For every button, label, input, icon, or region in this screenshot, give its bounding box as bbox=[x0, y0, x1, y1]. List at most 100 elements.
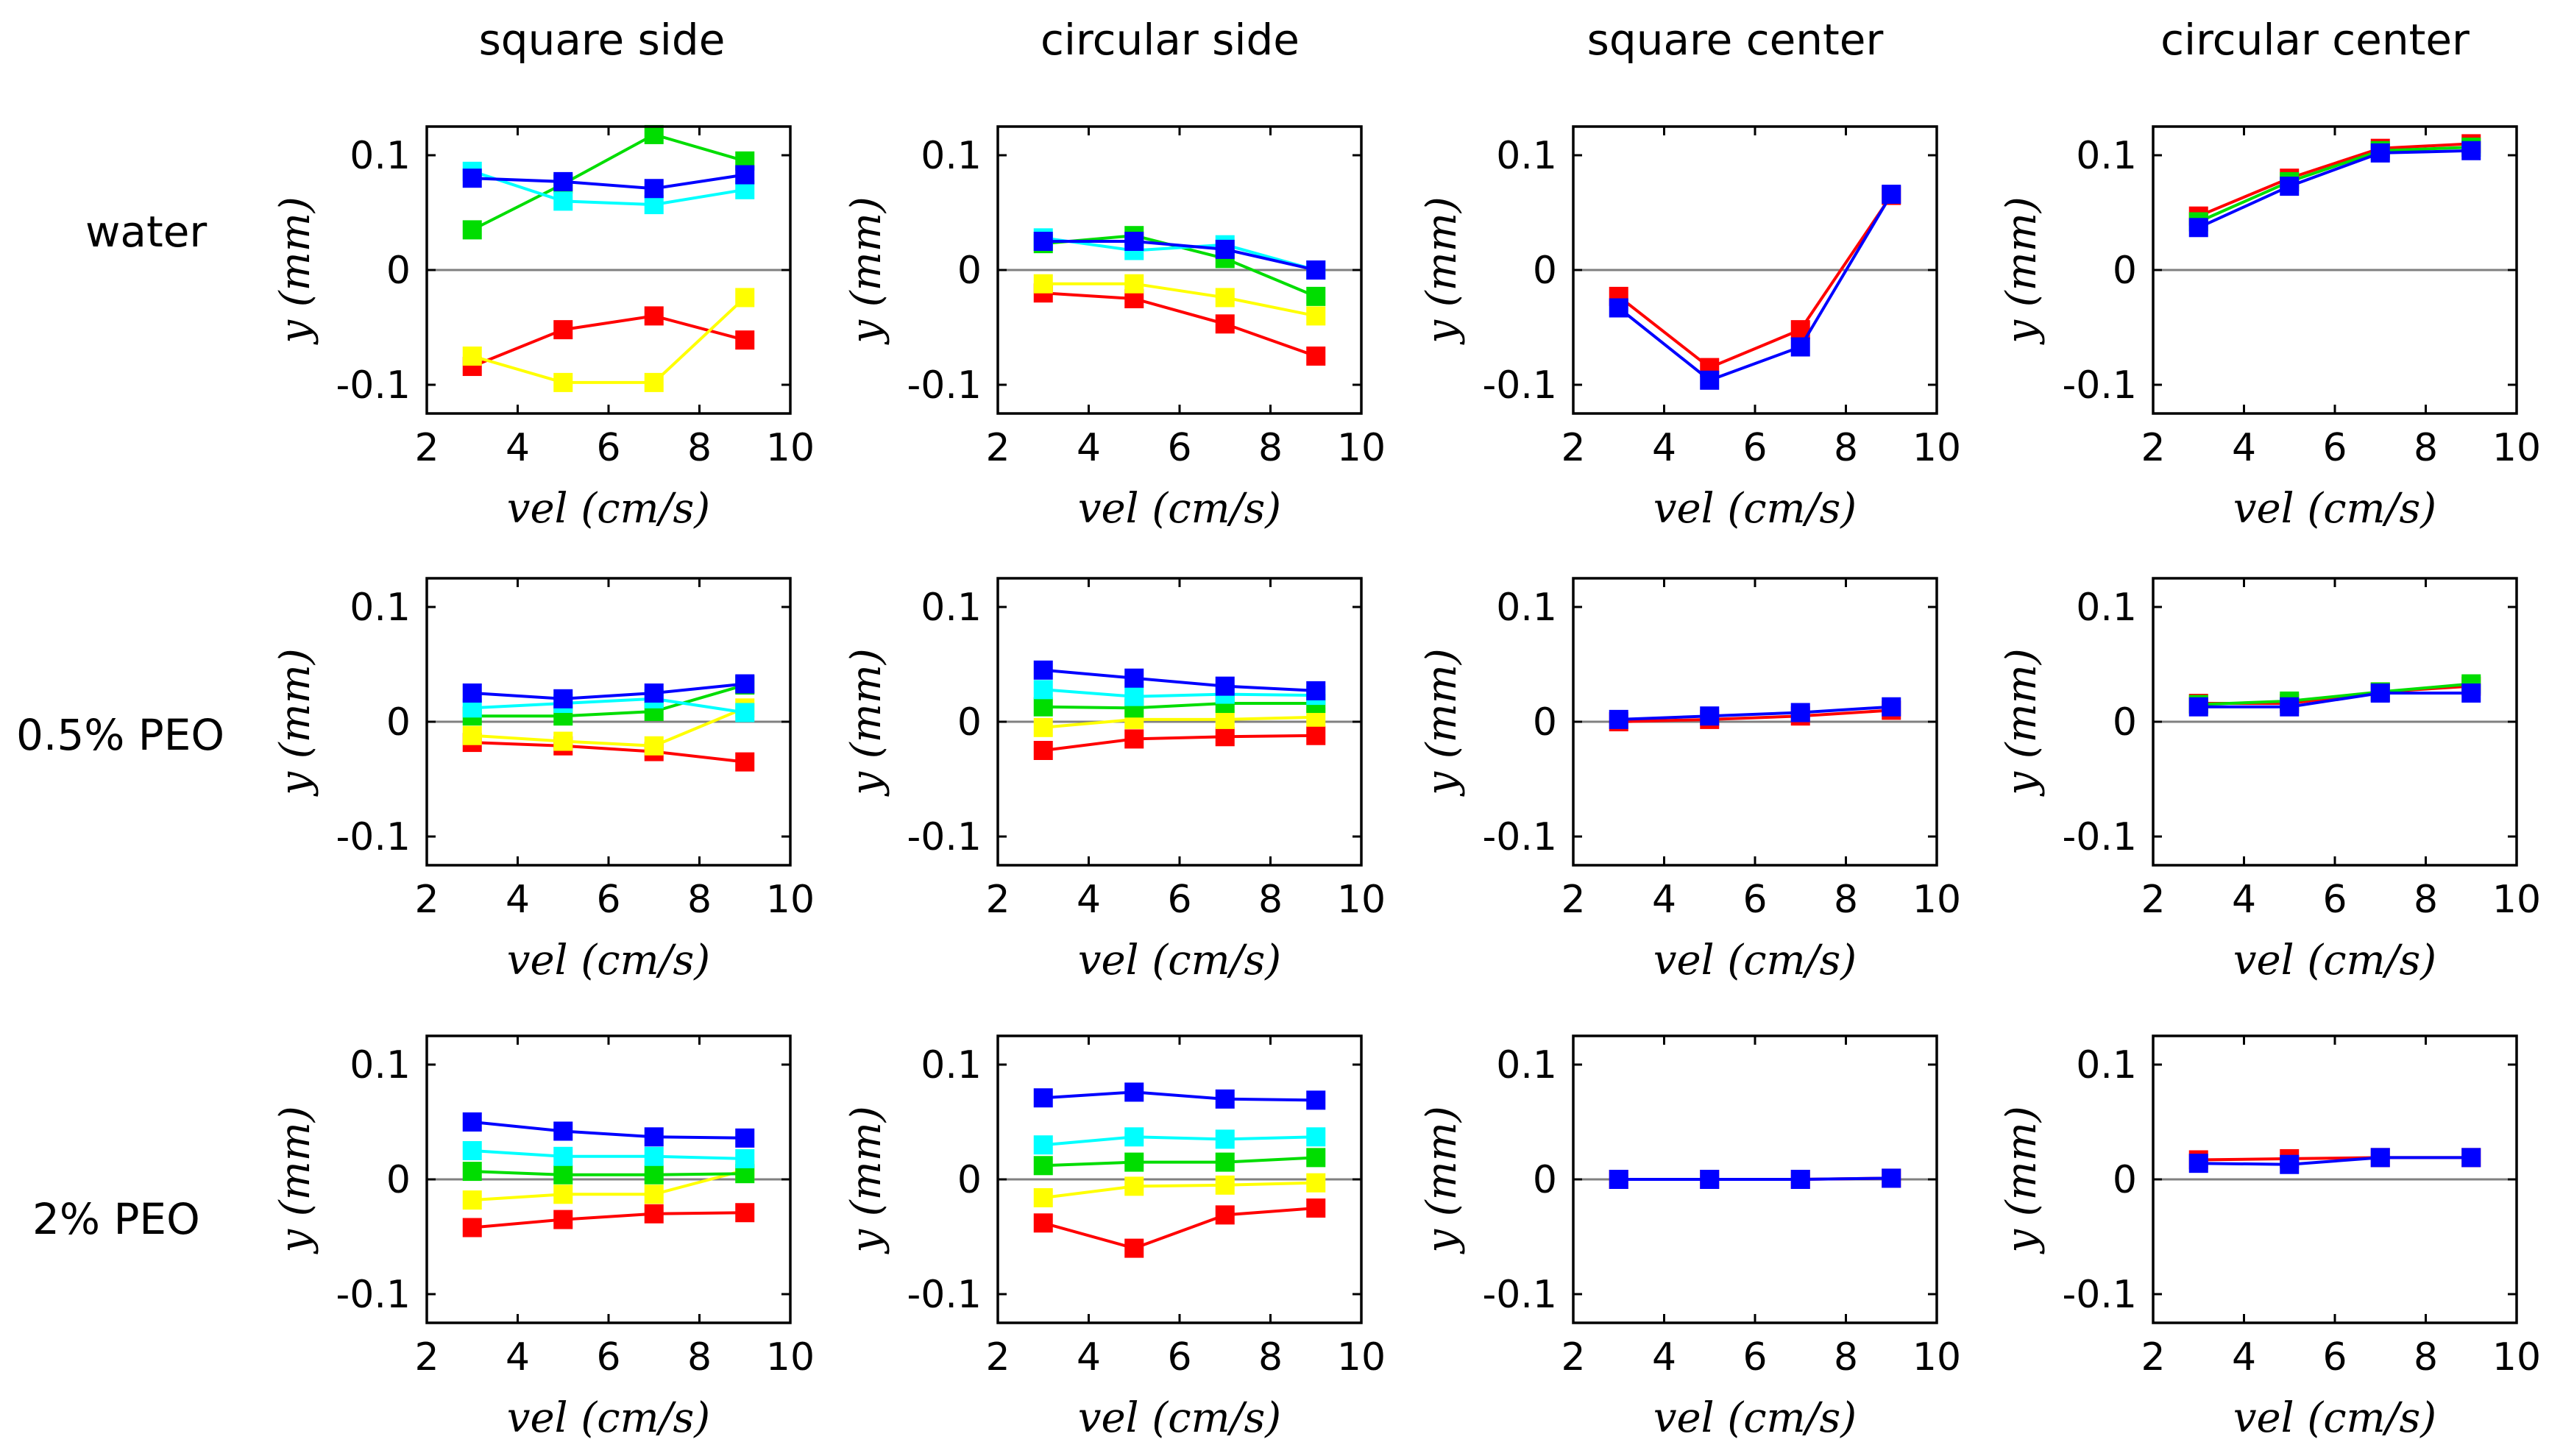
data-point-blue bbox=[2280, 177, 2300, 196]
column-title: square center bbox=[1587, 15, 1884, 65]
series-line-yellow bbox=[472, 706, 746, 747]
data-point-blue bbox=[1700, 370, 1720, 390]
subplot: 2 4 6 8 10 0.1 0 -0.1 vel (cm/s) y (mm) bbox=[843, 577, 1386, 984]
data-point-blue bbox=[2280, 1154, 2300, 1174]
data-point-blue bbox=[1306, 260, 1326, 280]
y-tick-label: -0.1 bbox=[336, 1273, 411, 1317]
data-point-cyan bbox=[553, 191, 573, 211]
y-tick-label: 0 bbox=[1533, 700, 1557, 745]
x-tick-label: 6 bbox=[596, 878, 620, 922]
row-label: 0.5% PEO bbox=[16, 710, 224, 760]
y-axis-label: y (mm) bbox=[272, 648, 319, 797]
data-point-blue bbox=[1609, 709, 1628, 729]
data-point-yellow bbox=[462, 725, 482, 745]
x-tick-label: 2 bbox=[1561, 426, 1585, 470]
y-tick-label: 0.1 bbox=[350, 586, 411, 630]
data-point-blue bbox=[1882, 697, 1901, 717]
series-line-red bbox=[1618, 709, 1892, 723]
x-tick-label: 8 bbox=[1258, 426, 1283, 470]
x-axis-label: vel (cm/s) bbox=[2233, 937, 2436, 984]
subplot: 2 4 6 8 10 0.1 0 -0.1 vel (cm/s) y (mm) bbox=[272, 124, 815, 533]
series-line-green bbox=[2198, 682, 2472, 706]
y-tick-label: -0.1 bbox=[1483, 363, 1557, 408]
row-label: water bbox=[85, 207, 207, 257]
data-point-blue bbox=[462, 1112, 482, 1132]
data-point-blue bbox=[1215, 239, 1235, 259]
series-line-green bbox=[472, 683, 745, 718]
data-point-blue bbox=[1609, 1170, 1628, 1189]
data-point-blue bbox=[1033, 1088, 1053, 1108]
x-tick-label: 6 bbox=[1167, 426, 1191, 470]
x-tick-label: 8 bbox=[687, 426, 712, 470]
subplot: 2 4 6 8 10 0.1 0 -0.1 vel (cm/s) y (mm) bbox=[1998, 125, 2541, 533]
x-tick-label: 4 bbox=[2232, 1335, 2256, 1379]
data-point-yellow bbox=[1215, 1175, 1235, 1195]
x-tick-label: 10 bbox=[1337, 878, 1386, 922]
data-point-yellow bbox=[1215, 288, 1235, 308]
y-axis-label: y (mm) bbox=[1998, 648, 2046, 797]
series-line-blue bbox=[1618, 705, 1892, 721]
data-point-red bbox=[1215, 1205, 1235, 1225]
series-line-green bbox=[1043, 702, 1316, 710]
data-point-red bbox=[1306, 347, 1326, 366]
y-tick-label: 0.1 bbox=[2076, 586, 2137, 630]
x-tick-label: 8 bbox=[2414, 426, 2438, 470]
data-point-blue bbox=[1700, 1170, 1720, 1189]
data-point-cyan bbox=[1306, 1127, 1326, 1147]
y-tick-label: 0.1 bbox=[2076, 1043, 2137, 1087]
x-axis-label: vel (cm/s) bbox=[1078, 1394, 1281, 1442]
series-line-red bbox=[472, 1211, 745, 1229]
data-point-blue bbox=[1124, 232, 1144, 251]
series-line-green bbox=[472, 1170, 745, 1176]
y-tick-label: 0 bbox=[957, 249, 982, 293]
x-tick-label: 6 bbox=[2322, 426, 2347, 470]
data-point-blue bbox=[644, 1127, 664, 1147]
data-point-yellow bbox=[1306, 306, 1326, 326]
series-line-yellow bbox=[1043, 282, 1316, 318]
data-point-cyan bbox=[553, 1146, 573, 1166]
y-tick-label: 0.1 bbox=[2076, 134, 2137, 178]
data-point-red bbox=[1215, 727, 1235, 747]
data-point-yellow bbox=[1124, 1176, 1144, 1196]
y-axis-label: y (mm) bbox=[1998, 1106, 2046, 1254]
series-line-cyan bbox=[472, 697, 745, 714]
series-line-blue bbox=[472, 1121, 745, 1140]
x-axis-label: vel (cm/s) bbox=[1653, 937, 1857, 984]
data-point-blue bbox=[2461, 141, 2481, 160]
x-tick-label: 2 bbox=[1561, 878, 1585, 922]
data-point-blue bbox=[1700, 706, 1720, 726]
x-tick-label: 4 bbox=[2232, 878, 2256, 922]
column-title: square side bbox=[479, 15, 726, 65]
subplot: 2 4 6 8 10 0.1 0 -0.1 vel (cm/s) y (mm) bbox=[1418, 1034, 1961, 1442]
data-point-blue bbox=[2188, 697, 2208, 717]
data-point-blue bbox=[1124, 668, 1144, 688]
x-tick-label: 8 bbox=[2414, 878, 2438, 922]
data-point-yellow bbox=[462, 347, 482, 366]
series-line-blue bbox=[472, 173, 745, 191]
data-point-yellow bbox=[644, 372, 664, 392]
data-point-blue bbox=[1215, 1089, 1235, 1109]
column-title: circular side bbox=[1040, 15, 1300, 65]
series-line-blue bbox=[2197, 149, 2472, 230]
x-tick-label: 4 bbox=[1077, 878, 1101, 922]
data-point-green bbox=[1033, 697, 1053, 717]
series-line-red bbox=[1043, 734, 1316, 752]
y-axis-label: y (mm) bbox=[1418, 648, 1466, 797]
data-point-blue bbox=[2188, 218, 2208, 238]
x-tick-label: 4 bbox=[1077, 426, 1101, 470]
x-tick-label: 10 bbox=[1912, 426, 1961, 470]
x-tick-label: 8 bbox=[687, 878, 712, 922]
y-tick-label: -0.1 bbox=[2063, 363, 2137, 408]
data-point-green bbox=[644, 1165, 664, 1185]
data-point-green bbox=[1306, 286, 1326, 306]
series-line-red bbox=[1617, 194, 1893, 369]
x-tick-label: 6 bbox=[2322, 1335, 2347, 1379]
y-tick-label: 0 bbox=[1533, 249, 1557, 293]
series-line-blue bbox=[1043, 668, 1316, 692]
data-point-yellow bbox=[1124, 274, 1144, 294]
data-point-green bbox=[553, 1165, 573, 1185]
x-tick-label: 8 bbox=[1834, 426, 1858, 470]
x-tick-label: 4 bbox=[2232, 426, 2256, 470]
x-axis-label: vel (cm/s) bbox=[1078, 485, 1281, 533]
x-tick-label: 6 bbox=[596, 426, 620, 470]
